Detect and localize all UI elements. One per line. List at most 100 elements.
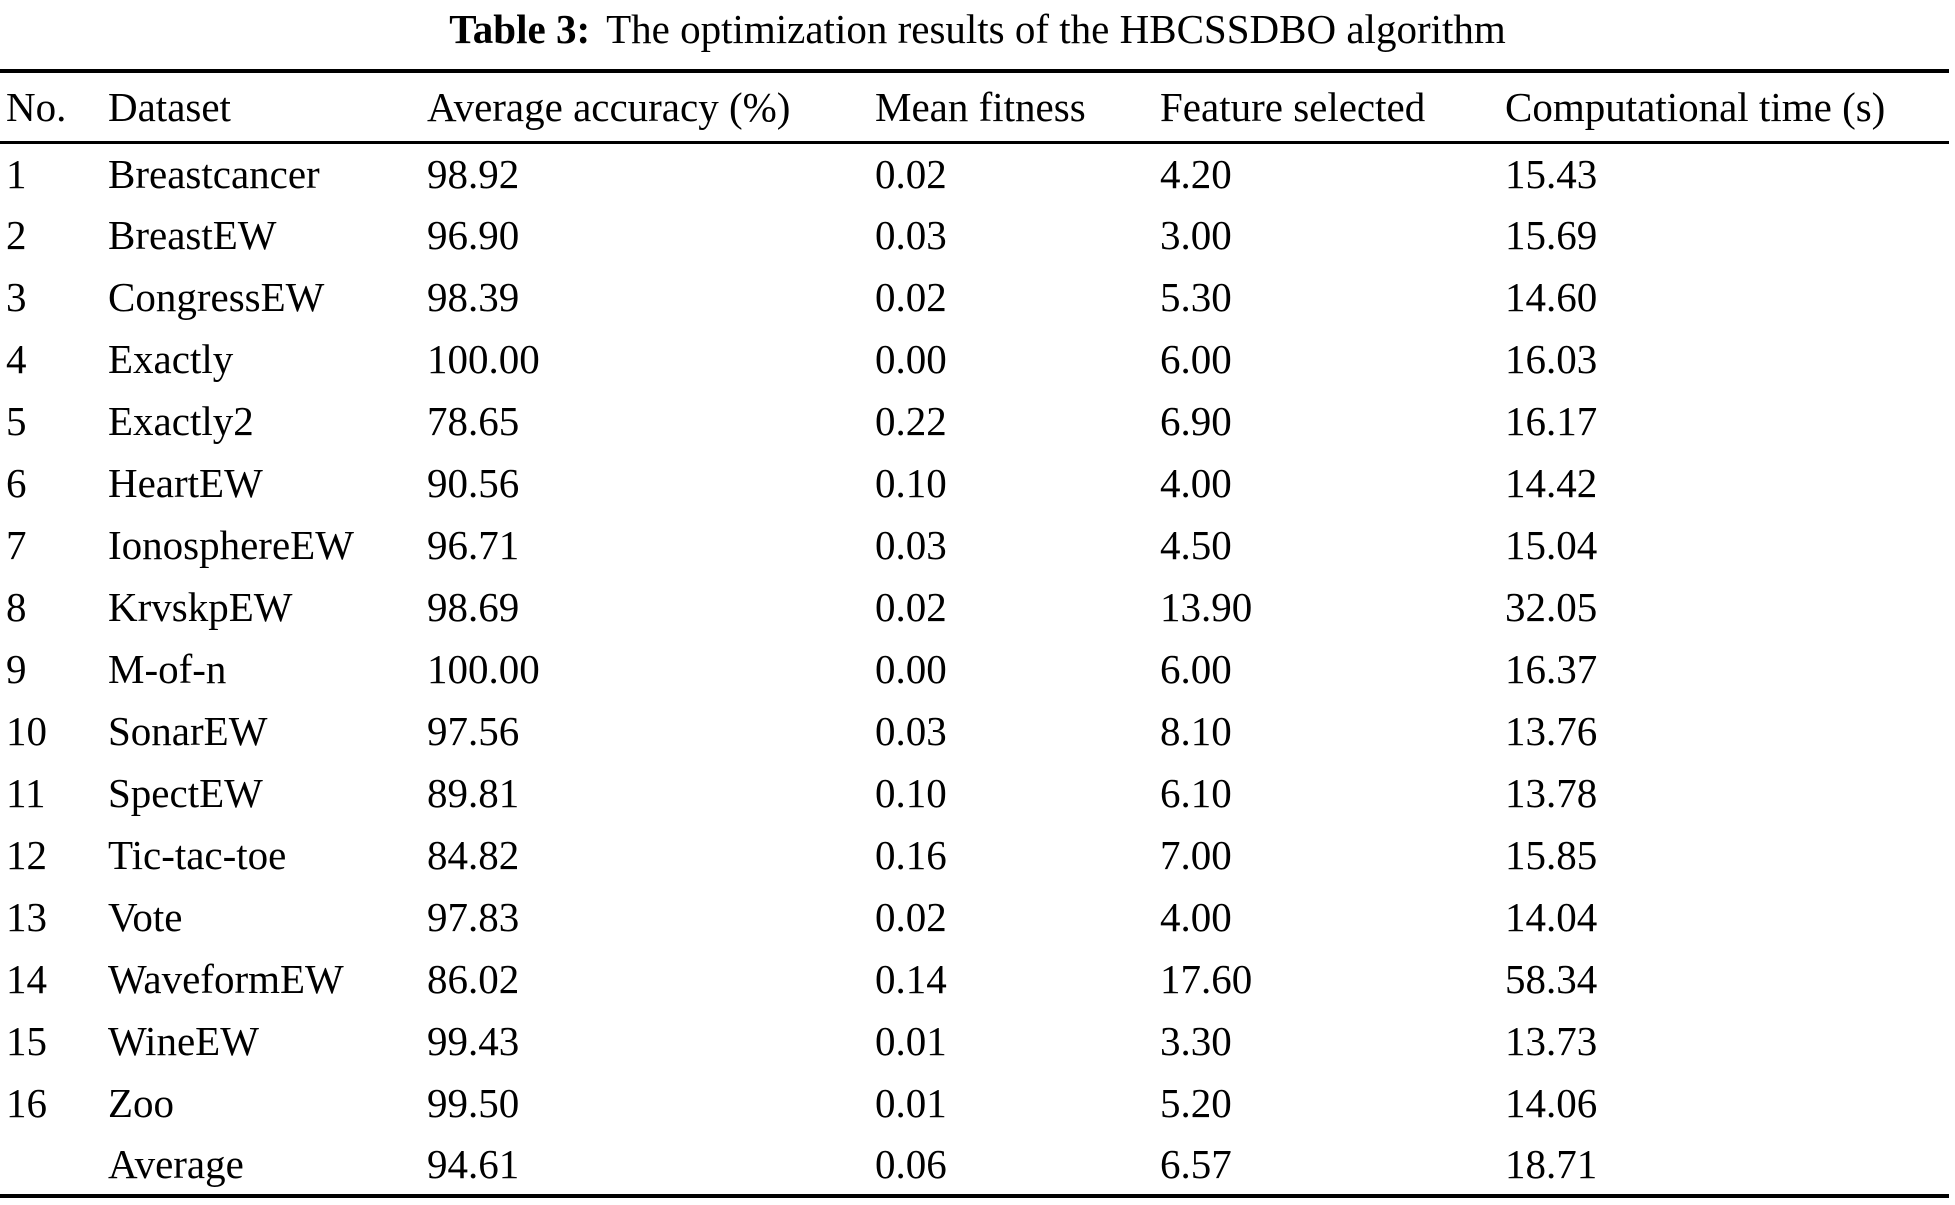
cell-features: 4.50 [1160,522,1232,568]
cell-fitness: 0.01 [875,1018,947,1064]
cell-accuracy: 84.82 [427,832,520,878]
cell-dataset: M-of-n [108,646,227,692]
cell-accuracy: 100.00 [427,646,540,692]
cell-no: 14 [6,956,47,1002]
cell-dataset: BreastEW [108,212,277,258]
table-row: 8 KrvskpEW 98.69 0.02 13.90 32.05 [0,576,1949,638]
cell-dataset: CongressEW [108,274,325,320]
table-row-average: Average 94.61 0.06 6.57 18.71 [0,1134,1949,1196]
cell-time: 14.60 [1505,274,1598,320]
cell-time: 58.34 [1505,956,1598,1002]
cell-dataset: IonosphereEW [108,522,354,568]
col-header-no: No. [0,71,108,144]
cell-time: 13.78 [1505,770,1598,816]
cell-features: 3.30 [1160,1018,1232,1064]
cell-fitness: 0.06 [875,1141,947,1187]
table-row: 12 Tic-tac-toe 84.82 0.16 7.00 15.85 [0,824,1949,886]
cell-dataset: HeartEW [108,460,263,506]
header-row: No. Dataset Average accuracy (%) Mean fi… [0,71,1949,144]
cell-time: 13.73 [1505,1018,1598,1064]
cell-no: 15 [6,1018,47,1064]
table-row: 3 CongressEW 98.39 0.02 5.30 14.60 [0,266,1949,328]
table-caption-label: Table 3: [449,6,591,52]
cell-no: 4 [6,336,27,382]
cell-fitness: 0.02 [875,894,947,940]
cell-features: 4.20 [1160,150,1232,197]
cell-features: 6.57 [1160,1141,1232,1187]
cell-dataset: Zoo [108,1080,175,1126]
cell-features: 5.30 [1160,274,1232,320]
cell-fitness: 0.01 [875,1080,947,1126]
col-header-time: Computational time (s) [1505,71,1949,144]
cell-accuracy: 96.90 [427,212,520,258]
cell-time: 18.71 [1505,1141,1598,1187]
cell-no: 7 [6,522,27,568]
cell-accuracy: 78.65 [427,398,520,444]
cell-dataset: KrvskpEW [108,584,293,630]
cell-no: 1 [6,150,27,197]
cell-features: 4.00 [1160,460,1232,506]
cell-accuracy: 86.02 [427,956,520,1002]
cell-time: 16.37 [1505,646,1598,692]
cell-features: 13.90 [1160,584,1253,630]
cell-fitness: 0.03 [875,212,947,258]
cell-no: 12 [6,832,47,878]
cell-no: 3 [6,274,27,320]
cell-no: 6 [6,460,27,506]
cell-time: 16.17 [1505,398,1598,444]
table-caption-text: The optimization results of the HBCSSDBO… [606,6,1506,52]
cell-fitness: 0.00 [875,336,947,382]
cell-time: 15.43 [1505,150,1598,197]
cell-no: 16 [6,1080,47,1126]
cell-accuracy: 96.71 [427,522,520,568]
col-header-fitness: Mean fitness [875,71,1160,144]
cell-features: 5.20 [1160,1080,1232,1126]
table-row: 7 IonosphereEW 96.71 0.03 4.50 15.04 [0,514,1949,576]
cell-time: 32.05 [1505,584,1598,630]
cell-time: 15.69 [1505,212,1598,258]
cell-no: 8 [6,584,27,630]
cell-no: 2 [6,212,27,258]
cell-accuracy: 94.61 [427,1141,520,1187]
cell-accuracy: 90.56 [427,460,520,506]
cell-no: 10 [6,708,47,754]
cell-features: 4.00 [1160,894,1232,940]
cell-features: 6.90 [1160,398,1232,444]
cell-features: 8.10 [1160,708,1232,754]
cell-fitness: 0.10 [875,770,947,816]
cell-dataset: SpectEW [108,770,263,816]
results-table: No. Dataset Average accuracy (%) Mean fi… [0,69,1949,1198]
col-header-dataset: Dataset [108,71,427,144]
cell-time: 16.03 [1505,336,1598,382]
table-row: 9 M-of-n 100.00 0.00 6.00 16.37 [0,638,1949,700]
cell-features: 17.60 [1160,956,1253,1002]
cell-features: 7.00 [1160,832,1232,878]
cell-accuracy: 97.56 [427,708,520,754]
cell-fitness: 0.02 [875,274,947,320]
cell-time: 13.76 [1505,708,1598,754]
cell-time: 14.06 [1505,1080,1598,1126]
cell-no [0,1134,108,1196]
cell-fitness: 0.02 [875,584,947,630]
table-row: 13 Vote 97.83 0.02 4.00 14.04 [0,886,1949,948]
cell-fitness: 0.22 [875,398,947,444]
table-row: 10 SonarEW 97.56 0.03 8.10 13.76 [0,700,1949,762]
table-row: 14 WaveformEW 86.02 0.14 17.60 58.34 [0,948,1949,1010]
table-row: 16 Zoo 99.50 0.01 5.20 14.06 [0,1072,1949,1134]
cell-features: 6.00 [1160,336,1232,382]
cell-no: 5 [6,398,27,444]
cell-accuracy: 98.39 [427,274,520,320]
cell-fitness: 0.16 [875,832,947,878]
table-row: 15 WineEW 99.43 0.01 3.30 13.73 [0,1010,1949,1072]
cell-fitness: 0.10 [875,460,947,506]
cell-dataset: SonarEW [108,708,268,754]
cell-features: 6.00 [1160,646,1232,692]
col-header-accuracy: Average accuracy (%) [427,71,875,144]
cell-accuracy: 97.83 [427,894,520,940]
cell-features: 3.00 [1160,212,1232,258]
table-row: 6 HeartEW 90.56 0.10 4.00 14.42 [0,452,1949,514]
table-row: 1 Breastcancer 98.92 0.02 4.20 15.43 [0,142,1949,204]
cell-dataset: Vote [108,894,183,940]
cell-accuracy: 98.92 [427,150,520,197]
cell-fitness: 0.03 [875,522,947,568]
